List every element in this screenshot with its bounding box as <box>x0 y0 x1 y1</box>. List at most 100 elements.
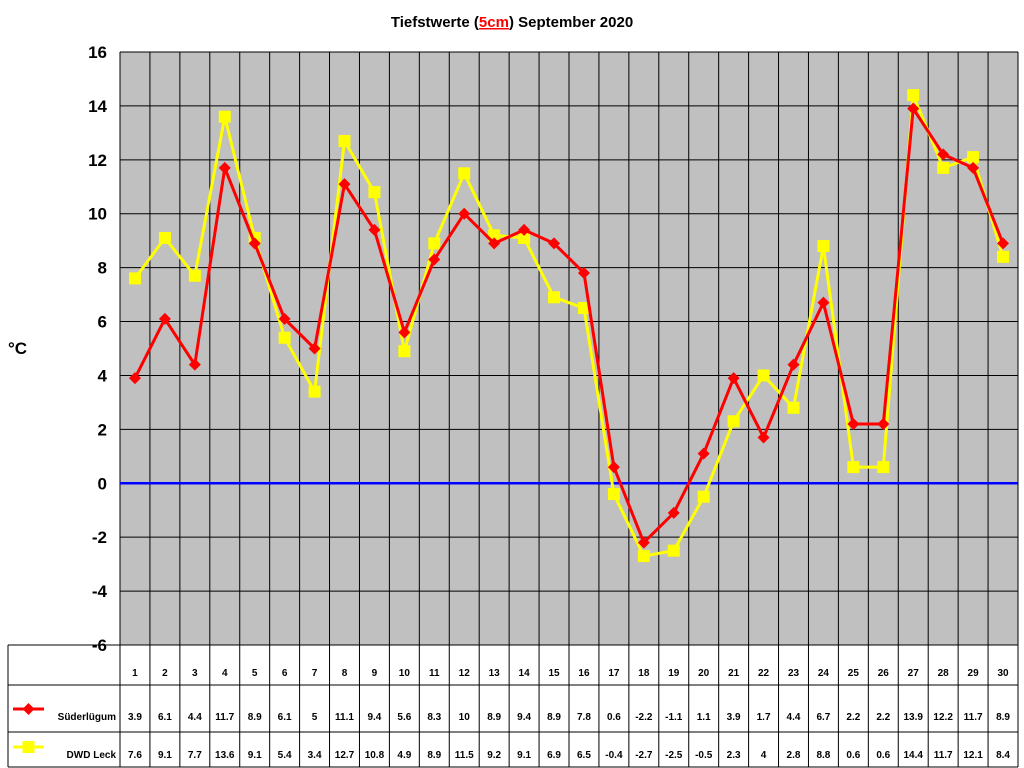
x-tick-label: 8 <box>342 668 348 679</box>
table-cell: 9.4 <box>367 712 381 723</box>
table-cell: 11.7 <box>934 750 953 761</box>
x-tick-label: 20 <box>698 668 710 679</box>
table-cell: 12.1 <box>963 750 983 761</box>
table-cell: 7.8 <box>577 712 591 723</box>
table-cell: 8.9 <box>487 712 501 723</box>
series-2-point <box>548 291 561 304</box>
x-tick-label: 16 <box>578 668 590 679</box>
series-2-point <box>787 401 800 414</box>
table-cell: 4.4 <box>188 712 202 723</box>
table-cell: 5.4 <box>278 750 292 761</box>
x-tick-label: 4 <box>222 668 228 679</box>
table-cell: 11.1 <box>335 712 354 723</box>
series-1-point <box>997 237 1010 250</box>
table-cell: 0.6 <box>846 750 860 761</box>
x-tick-label: 24 <box>818 668 830 679</box>
table-cell: 3.9 <box>128 712 142 723</box>
table-cell: 6.7 <box>816 712 830 723</box>
table-cell: 11.5 <box>455 750 474 761</box>
x-tick-label: 29 <box>968 668 980 679</box>
series-1-point <box>877 417 890 430</box>
x-tick-label: 11 <box>429 668 440 679</box>
y-tick-label: 8 <box>98 259 107 278</box>
chart-title: Tiefstwerte (5cm) September 2020 <box>391 14 633 31</box>
chart-title-highlight: 5cm <box>479 14 509 31</box>
table-cell: -2.7 <box>635 750 653 761</box>
table-cell: -1.1 <box>665 712 683 723</box>
y-tick-label: 0 <box>98 474 107 493</box>
table-cell: 2.2 <box>876 712 890 723</box>
y-tick-label: 12 <box>88 151 107 170</box>
chart-title-suffix: ) September 2020 <box>509 14 633 31</box>
series-1-point <box>637 536 650 549</box>
series-1-point <box>128 372 141 385</box>
series-1-point <box>667 506 680 519</box>
table-cell: 10.8 <box>365 750 385 761</box>
table-cell: 5.6 <box>397 712 411 723</box>
table-cell: 8.9 <box>427 750 441 761</box>
series-2-point <box>667 544 680 557</box>
series-2-point <box>368 186 381 199</box>
x-tick-label: 10 <box>399 668 411 679</box>
series-1-point <box>697 447 710 460</box>
series-2-point <box>637 550 650 563</box>
x-tick-label: 23 <box>788 668 800 679</box>
x-tick-label: 5 <box>252 668 258 679</box>
series-1-point <box>368 223 381 236</box>
series-2-point <box>577 302 590 315</box>
series-1-point <box>428 253 441 266</box>
x-tick-label: 9 <box>372 668 378 679</box>
series-2-point <box>937 161 950 174</box>
table-cell: 8.9 <box>547 712 561 723</box>
series-2-point <box>308 385 321 398</box>
table-cell: 8.4 <box>996 750 1010 761</box>
table-cell: -0.4 <box>605 750 623 761</box>
x-tick-label: 1 <box>132 668 138 679</box>
series-1-point <box>248 237 261 250</box>
table-cell: 4 <box>761 750 767 761</box>
x-tick-label: 26 <box>878 668 890 679</box>
series-1-point <box>727 372 740 385</box>
table-cell: 6.9 <box>547 750 561 761</box>
x-tick-label: 6 <box>282 668 288 679</box>
y-tick-label: -2 <box>92 528 107 547</box>
series-2-point <box>458 167 471 180</box>
legend-label-2: DWD Leck <box>67 750 117 761</box>
table-cell: 11.7 <box>215 712 234 723</box>
table-cell: 3.9 <box>727 712 741 723</box>
series-1-point <box>278 312 291 325</box>
series-1-point <box>488 237 501 250</box>
x-tick-label: 12 <box>459 668 471 679</box>
table-cell: 5 <box>312 712 318 723</box>
table-cell: 4.9 <box>397 750 411 761</box>
x-tick-label: 2 <box>162 668 168 679</box>
table-cell: 8.3 <box>427 712 441 723</box>
series-1-point <box>577 267 590 280</box>
series-2-point <box>398 345 411 358</box>
table-cell: 8.9 <box>996 712 1010 723</box>
table-cell: 6.5 <box>577 750 591 761</box>
series-1-point <box>308 342 321 355</box>
x-tick-label: 17 <box>608 668 620 679</box>
table-cell: 2.2 <box>846 712 860 723</box>
table-cell: 0.6 <box>876 750 890 761</box>
series-2-point <box>967 151 980 164</box>
x-tick-label: 18 <box>638 668 650 679</box>
series-2-point <box>338 134 351 147</box>
series-1-point <box>458 207 471 220</box>
series-1-point <box>967 161 980 174</box>
series-1-point <box>218 161 231 174</box>
legend-marker-2 <box>22 741 35 753</box>
table-cell: -0.5 <box>695 750 713 761</box>
x-tick-label: 28 <box>938 668 950 679</box>
series-1-point <box>607 461 620 474</box>
x-tick-label: 19 <box>668 668 680 679</box>
table-cell: 9.1 <box>517 750 531 761</box>
series-2-point <box>907 89 920 102</box>
series-2-point <box>697 490 710 503</box>
y-tick-label: 6 <box>98 313 107 332</box>
table-cell: 11.7 <box>964 712 983 723</box>
series-1-point <box>847 417 860 430</box>
